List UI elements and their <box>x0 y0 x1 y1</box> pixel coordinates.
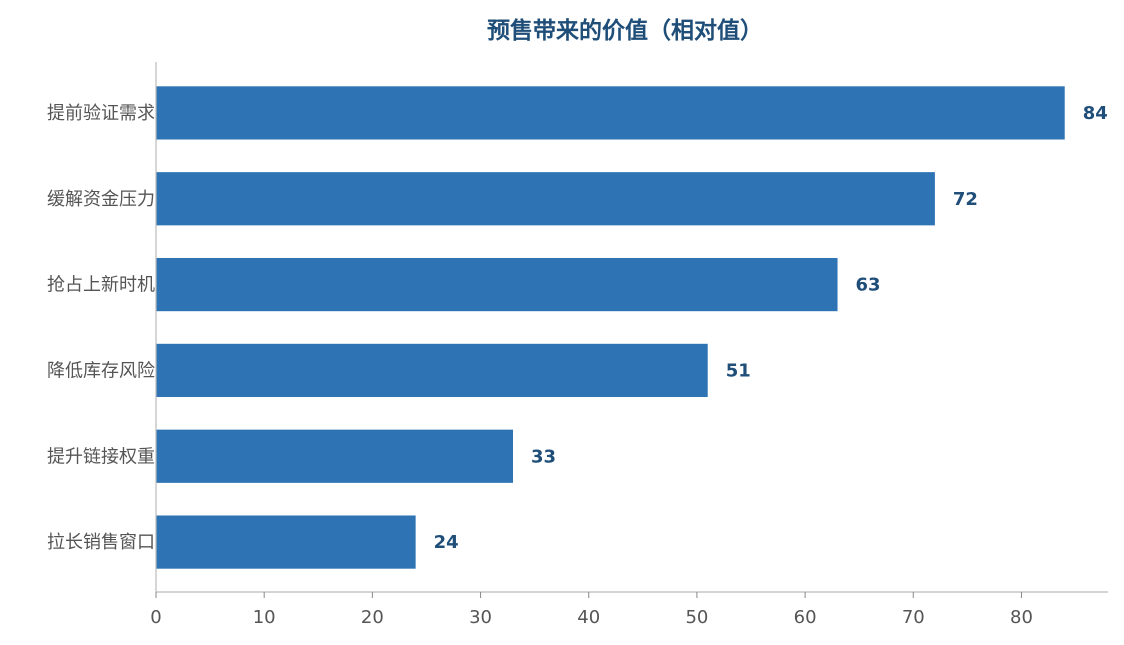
x-tick-label: 50 <box>685 607 708 628</box>
x-tick-label: 40 <box>577 607 600 628</box>
value-label: 72 <box>953 189 978 210</box>
bar <box>156 515 416 569</box>
bar <box>156 343 708 398</box>
x-tick-label: 80 <box>1010 607 1033 628</box>
bar <box>156 172 935 226</box>
x-tick-label: 20 <box>361 607 384 628</box>
x-tick-label: 30 <box>469 607 492 628</box>
category-label: 提升链接权重 <box>47 446 155 467</box>
value-labels: 24 33 51 63 72 84 <box>434 103 1108 553</box>
bars-group <box>156 86 1065 569</box>
bar <box>156 86 1065 140</box>
category-label: 拉长销售窗口 <box>47 532 155 553</box>
value-label: 24 <box>434 532 459 553</box>
bar <box>156 257 838 312</box>
value-label: 63 <box>856 275 881 296</box>
category-label: 抢占上新时机 <box>47 275 155 296</box>
category-label: 缓解资金压力 <box>47 189 155 210</box>
x-tick-label: 60 <box>794 607 817 628</box>
x-tick-label: 70 <box>902 607 925 628</box>
category-label: 降低库存风险 <box>47 360 155 381</box>
x-axis: 0 10 20 30 40 50 60 70 80 <box>150 591 1108 628</box>
category-label: 提前验证需求 <box>47 103 155 124</box>
x-tick-label: 10 <box>253 607 276 628</box>
x-tick-label: 0 <box>150 607 161 628</box>
value-label: 84 <box>1083 103 1108 124</box>
value-label: 33 <box>531 446 556 467</box>
bar <box>156 429 513 483</box>
value-label: 51 <box>726 360 751 381</box>
chart-title: 预售带来的价值（相对值） <box>487 17 763 44</box>
